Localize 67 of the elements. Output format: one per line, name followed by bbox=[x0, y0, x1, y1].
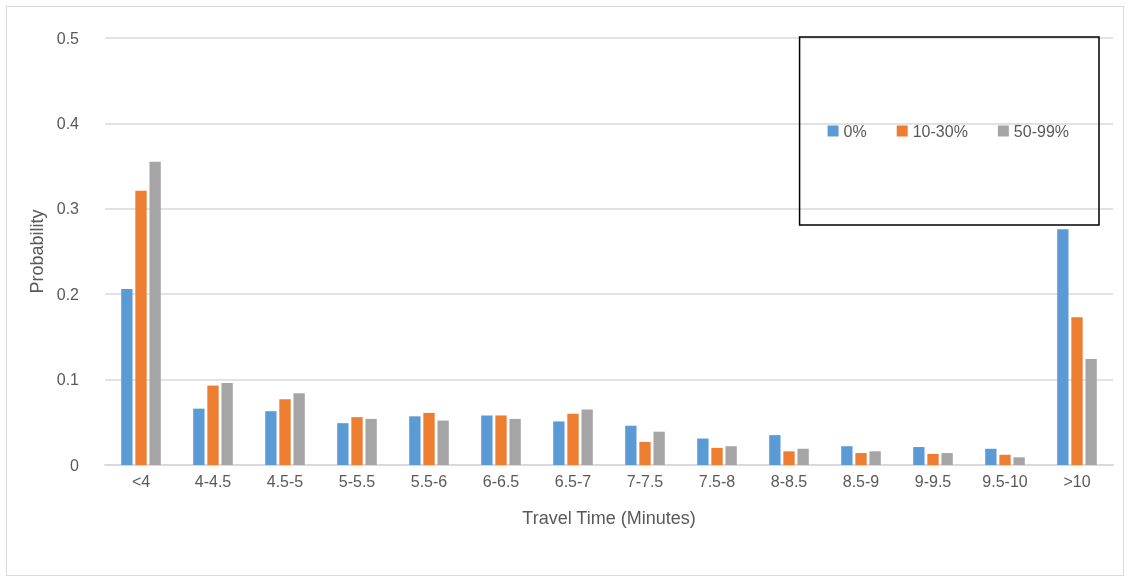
bar bbox=[337, 423, 349, 465]
x-tick-label: 4-4.5 bbox=[194, 472, 232, 490]
y-tick-label: 0.2 bbox=[56, 285, 80, 303]
bar bbox=[797, 448, 809, 465]
bar bbox=[207, 385, 219, 465]
bar bbox=[711, 447, 723, 465]
bar bbox=[697, 438, 709, 465]
bar bbox=[409, 416, 421, 465]
y-tick-label: 0.5 bbox=[56, 29, 80, 47]
bar bbox=[639, 441, 651, 465]
x-tick-label: 5-5.5 bbox=[338, 472, 376, 490]
x-tick-label: >10 bbox=[1063, 472, 1091, 490]
bar bbox=[423, 412, 435, 465]
bar bbox=[437, 420, 449, 465]
legend-label: 10-30% bbox=[912, 122, 968, 140]
x-tick-label: 6-6.5 bbox=[482, 472, 520, 490]
bar bbox=[725, 446, 737, 465]
bar bbox=[927, 453, 939, 465]
x-tick-label: 7.5-8 bbox=[698, 472, 736, 490]
bar bbox=[999, 454, 1011, 465]
bar bbox=[1071, 317, 1083, 465]
x-tick-label: <4 bbox=[131, 472, 151, 490]
y-tick-label: 0.1 bbox=[56, 371, 80, 389]
bar bbox=[553, 421, 565, 465]
legend-label: 50-99% bbox=[1013, 122, 1070, 140]
x-tick-label: 6.5-7 bbox=[554, 472, 592, 490]
x-tick-label: 5.5-6 bbox=[410, 472, 448, 490]
bar bbox=[265, 411, 277, 465]
x-tick-label: 9-9.5 bbox=[914, 472, 952, 490]
bar bbox=[581, 409, 593, 465]
x-tick-label: 7-7.5 bbox=[626, 472, 664, 490]
bar bbox=[351, 417, 363, 465]
x-tick-label: 8.5-9 bbox=[842, 472, 880, 490]
y-tick-label: 0.4 bbox=[56, 114, 80, 132]
bar bbox=[941, 453, 953, 465]
bar bbox=[121, 289, 133, 465]
bar bbox=[1013, 457, 1025, 465]
x-axis-title: Travel Time (Minutes) bbox=[522, 508, 696, 528]
bar bbox=[193, 408, 205, 465]
bar bbox=[913, 447, 925, 465]
bar bbox=[1085, 359, 1097, 465]
bar bbox=[855, 453, 867, 465]
bar bbox=[1057, 229, 1069, 465]
bar bbox=[625, 425, 637, 465]
legend-label: 0% bbox=[843, 122, 867, 140]
x-tick-label: 9.5-10 bbox=[982, 472, 1028, 490]
bar bbox=[365, 418, 377, 465]
bar bbox=[149, 161, 161, 465]
bar bbox=[841, 446, 853, 465]
y-tick-label: 0.3 bbox=[56, 200, 80, 218]
bar bbox=[293, 393, 305, 465]
bar bbox=[985, 448, 997, 465]
x-tick-label: 8-8.5 bbox=[770, 472, 808, 490]
bar bbox=[783, 451, 795, 465]
bar bbox=[495, 415, 507, 465]
bar bbox=[279, 399, 291, 465]
x-tick-label: 4.5-5 bbox=[266, 472, 304, 490]
bar bbox=[135, 190, 147, 465]
y-tick-label: 0 bbox=[70, 456, 80, 474]
bar bbox=[769, 435, 781, 465]
bar bbox=[509, 418, 521, 465]
y-axis-title: Probability bbox=[26, 209, 47, 294]
bar bbox=[567, 413, 579, 465]
bar bbox=[221, 383, 233, 465]
bar bbox=[869, 451, 881, 465]
bar bbox=[653, 431, 665, 465]
bar bbox=[481, 415, 493, 465]
